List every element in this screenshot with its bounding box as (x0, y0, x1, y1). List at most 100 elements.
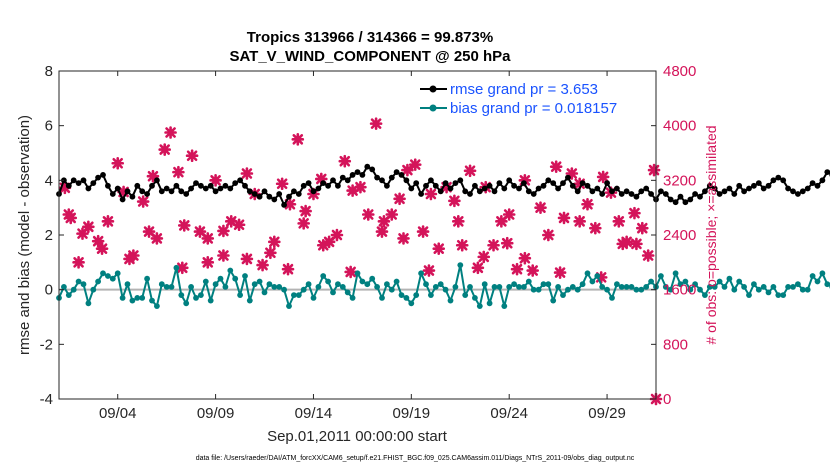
rmse-point (648, 191, 654, 197)
rmse-point (70, 177, 77, 184)
bias-point (335, 281, 341, 288)
bias-point (286, 303, 292, 309)
bias-point (408, 300, 415, 307)
bias-point (291, 292, 297, 298)
bias-point (755, 286, 762, 293)
bias-point (721, 284, 728, 290)
bias-point (442, 286, 449, 293)
rmse-point (168, 188, 175, 195)
rmse-point (604, 180, 610, 187)
bias-point (158, 281, 165, 288)
bias-point (320, 273, 327, 279)
bias-point (315, 284, 322, 290)
rmse-point (760, 185, 767, 192)
bias-point (154, 303, 160, 309)
rmse-point (628, 191, 635, 197)
bias-point (560, 292, 566, 298)
bias-point (516, 284, 522, 290)
bias-point (467, 284, 473, 290)
bias-point (550, 297, 557, 304)
bias-point (521, 284, 527, 290)
bias-point (702, 292, 708, 298)
bias-point (305, 281, 312, 288)
bias-point (687, 286, 694, 293)
obs-assimilated-marker (581, 197, 594, 211)
rmse-point (212, 188, 219, 195)
bias-point (168, 284, 175, 290)
obs-assimilated-marker (565, 167, 579, 180)
bias-point (354, 270, 361, 277)
obs-possible-marker (477, 250, 491, 264)
x-axis-label: Sep.01,2011 00:00:00 start (267, 428, 448, 445)
obs-assimilated-marker (299, 204, 312, 218)
rmse-point (359, 172, 366, 178)
obs-assimilated-marker (346, 184, 359, 197)
obs-assimilated-marker (620, 235, 633, 249)
bias-point (418, 270, 424, 277)
rmse-point (232, 180, 239, 187)
obs-possible-marker (281, 262, 295, 276)
chart-title: Tropics 313966 / 314366 = 99.873% (247, 29, 493, 46)
x-tick-label: 09/04 (99, 405, 137, 422)
obs-possible-marker (573, 215, 586, 228)
bias-point (697, 286, 703, 293)
obs-assimilated-marker (150, 232, 164, 245)
rmse-point (217, 185, 224, 192)
y-axis-right: 0 800 1600 2400 3200 4000 4800 (651, 63, 696, 408)
bias-point (809, 273, 816, 279)
bias-point (173, 264, 180, 271)
bias-point (300, 286, 307, 293)
rmse-point (271, 196, 278, 203)
rmse-point (609, 188, 615, 195)
rmse-point (393, 169, 400, 176)
obs-assimilated-marker (354, 180, 367, 194)
rmse-point (501, 185, 508, 192)
obs-assimilated-marker (209, 174, 222, 187)
rmse-point (158, 188, 165, 195)
bias-point (349, 295, 356, 301)
bias-point (90, 286, 97, 293)
rmse-point (638, 188, 645, 195)
rmse-point (614, 185, 620, 192)
y-tick-label-left: -2 (40, 336, 53, 353)
bias-point (261, 289, 268, 296)
rmse-point (795, 191, 801, 197)
rmse-point (237, 177, 244, 184)
rmse-point (178, 188, 185, 195)
chart-subtitle: SAT_V_WIND_COMPONENT @ 250 hPa (229, 48, 511, 65)
obs-possible-marker (76, 227, 89, 240)
bias-point (109, 275, 116, 282)
rmse-point (530, 191, 537, 197)
legend-rmse-marker (429, 85, 437, 93)
rmse-point (310, 188, 317, 195)
bias-point (462, 292, 469, 298)
bias-point (384, 281, 390, 288)
rmse-point (286, 193, 292, 200)
bias-point (506, 284, 513, 290)
y-tick-label-left: 4 (45, 172, 53, 189)
rmse-point (335, 182, 341, 189)
rmse-point (423, 182, 429, 189)
legend-rmse-label: rmse grand pr = 3.653 (450, 81, 598, 98)
bias-point (188, 284, 195, 290)
obs-assimilated-marker (502, 208, 516, 221)
obs-assimilated-marker (526, 264, 539, 277)
bias-point (692, 281, 698, 288)
obs-possible-marker (397, 232, 410, 245)
y-axis-left-label: rmse and bias (model - observation) (16, 115, 33, 355)
rmse-point (413, 180, 420, 187)
bias-point (251, 281, 258, 288)
obs-assimilated-marker (495, 215, 508, 228)
rmse-point (447, 185, 454, 192)
y-tick-label-right: 0 (663, 391, 671, 408)
bias-point (119, 295, 126, 301)
obs-assimilated-marker (123, 252, 136, 266)
rmse-point (476, 188, 483, 195)
rmse-point (320, 180, 327, 187)
obs-assimilated-marker (557, 211, 571, 225)
bias-point (457, 262, 464, 268)
rmse-point (330, 177, 336, 184)
rmse-point (75, 180, 82, 187)
bias-point (237, 292, 244, 298)
rmse-point (506, 177, 513, 184)
